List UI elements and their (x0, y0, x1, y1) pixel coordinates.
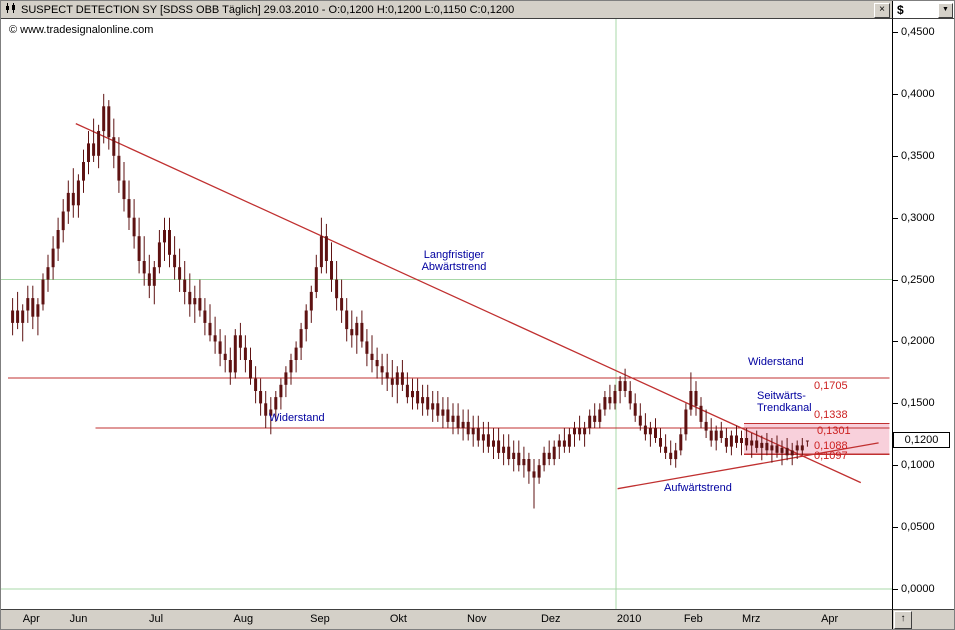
title-bar: SUSPECT DETECTION SY [SDSS OBB Täglich] … (1, 1, 892, 19)
x-axis-label: Apr (821, 613, 839, 625)
annotation-channel-line2: Trendkanal (757, 402, 812, 414)
x-axis-label: Okt (389, 613, 407, 625)
axis-corner: ↑ (892, 609, 954, 629)
x-axis-label: Aug (233, 613, 254, 625)
label-level-1338: 0,1338 (814, 409, 848, 421)
annotation-channel-line1: Seitwärts- (757, 390, 806, 402)
tick-mark (893, 340, 898, 342)
x-axis-label: Jul (149, 613, 164, 625)
y-axis-tick: 0,3500 (893, 149, 935, 163)
label-level-1097: 0,1097 (814, 450, 848, 462)
label-level-1301: 0,1301 (817, 425, 851, 437)
tick-mark (893, 526, 898, 528)
tick-mark (893, 279, 898, 281)
annotation-downtrend: Langfristiger Abwärtstrend (394, 249, 514, 273)
annotation-downtrend-line1: Langfristiger (423, 249, 485, 261)
gridlines (1, 19, 892, 609)
y-axis-tick: 0,3000 (893, 211, 935, 225)
tick-mark (893, 31, 898, 33)
close-button[interactable]: × (874, 3, 890, 18)
label-level-1705: 0,1705 (814, 380, 848, 392)
chart-area: © www.tradesignalonline.com Langfristige… (1, 19, 892, 609)
annotation-resistance-upper: Widerstand (748, 356, 804, 368)
annotation-resistance-lower: Widerstand (269, 412, 325, 424)
annotation-downtrend-line2: Abwärtstrend (421, 261, 487, 273)
x-axis-label: Nov (467, 613, 487, 625)
y-axis-tick: 0,1000 (893, 458, 935, 472)
y-axis-tick: 0,1500 (893, 396, 935, 410)
chart-icon (5, 1, 17, 18)
y-axis-tick: 0,4000 (893, 87, 935, 101)
axis-header: $ ▼ (892, 1, 954, 19)
candles (11, 93, 809, 509)
x-axis-label: Apr (22, 613, 40, 625)
y-axis: 0,1200 0,4500 0,4000 0,3500 0,3000 0,250… (892, 19, 954, 609)
level-lines (8, 377, 890, 455)
annotation-uptrend: Aufwärtstrend (664, 482, 732, 494)
currency-label: $ (897, 3, 904, 17)
price-chart[interactable] (1, 19, 892, 609)
trendlines (75, 123, 879, 490)
x-axis-label: Sep (310, 613, 330, 625)
tick-mark (893, 588, 898, 590)
x-axis-label: Jun (69, 613, 88, 625)
current-price-marker: 0,1200 (893, 432, 950, 448)
y-axis-tick: 0,4500 (893, 25, 935, 39)
tick-mark (893, 217, 898, 219)
annotation-channel: Seitwärts- Trendkanal (757, 390, 812, 414)
label-level-1088: 0,1088 (814, 440, 848, 452)
tick-mark (893, 402, 898, 404)
tick-mark (893, 464, 898, 466)
x-axis-label: Feb (683, 613, 703, 625)
y-axis-tick: 0,2000 (893, 334, 935, 348)
y-axis-tick: 0,2500 (893, 273, 935, 287)
x-axis-label: 2010 (616, 613, 642, 625)
y-axis-tick: 0,0500 (893, 520, 935, 534)
copyright-label: © www.tradesignalonline.com (9, 24, 154, 36)
x-axis-label: Dez (540, 613, 561, 625)
axis-dropdown-button[interactable]: ▼ (938, 3, 953, 18)
tick-mark (893, 93, 898, 95)
tick-mark (893, 155, 898, 157)
x-axis-label: Mrz (742, 613, 761, 625)
scroll-up-button[interactable]: ↑ (894, 611, 912, 629)
window-title: SUSPECT DETECTION SY [SDSS OBB Täglich] … (21, 3, 515, 16)
x-axis: Apr Jun Jul Aug Sep Okt Nov Dez 2010 Feb Mrz Apr (1, 609, 892, 629)
y-axis-tick: 0,0000 (893, 582, 935, 596)
